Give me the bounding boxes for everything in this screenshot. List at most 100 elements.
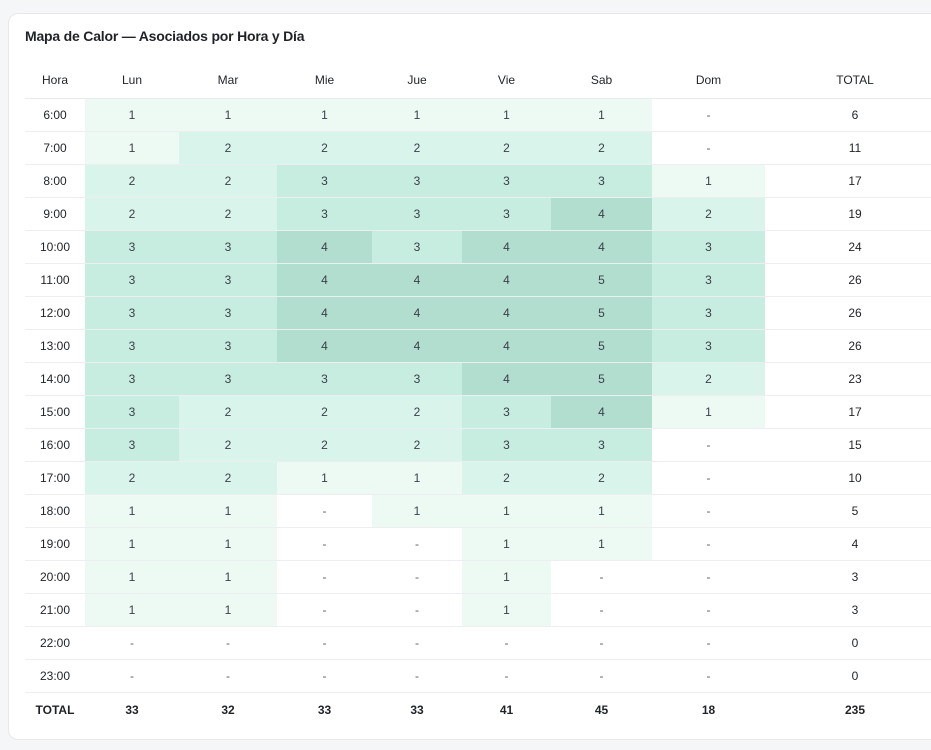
- heat-cell: 3: [85, 263, 179, 297]
- row-total: 15: [765, 428, 931, 462]
- column-total: 33: [125, 702, 139, 717]
- heat-cell: 3: [652, 263, 765, 297]
- heat-cell: 4: [462, 263, 551, 297]
- heat-cell: 4: [551, 230, 652, 264]
- table-row: 19:00 1 1- -1 1-4: [25, 527, 931, 561]
- table-row: 20:00 1 1- -1- -3: [25, 560, 931, 594]
- heat-cell: -: [652, 428, 765, 462]
- heat-cell: -: [652, 626, 765, 660]
- hour-label: 22:00: [25, 626, 85, 660]
- page-title: Mapa de Calor — Asociados por Hora y Día: [25, 28, 305, 44]
- heat-cell: 2: [179, 461, 277, 495]
- heat-cell: 3: [372, 230, 462, 264]
- table-row: 22:00- - - - - - -0: [25, 626, 931, 660]
- table-row: 12:00 3 3 4 4 4 5 3 26: [25, 296, 931, 330]
- hour-label: 15:00: [25, 395, 85, 429]
- heat-cell: 1: [85, 494, 179, 528]
- table-row: 8:00 2 2 3 3 3 3 1 17: [25, 164, 931, 198]
- heat-cell: 2: [85, 461, 179, 495]
- heat-cell: 2: [179, 164, 277, 198]
- heat-cell: -: [652, 494, 765, 528]
- heat-cell: -: [277, 659, 372, 693]
- heat-cell: 1: [179, 494, 277, 528]
- heat-cell: 2: [179, 131, 277, 165]
- table-row: 11:00 3 3 4 4 4 5 3 26: [25, 263, 931, 297]
- heat-cell: 2: [462, 461, 551, 495]
- heat-cell: 5: [551, 329, 652, 363]
- heat-cell: 2: [277, 395, 372, 429]
- heat-cell: 3: [462, 428, 551, 462]
- row-total: 23: [765, 362, 931, 396]
- column-total: 18: [701, 702, 716, 717]
- table-row: 7:00 1 2 2 2 2 2-11: [25, 131, 931, 165]
- heat-cell: 4: [462, 296, 551, 330]
- heatmap-card: Mapa de Calor — Asociados por Hora y Día…: [8, 13, 931, 740]
- heat-cell: 1: [462, 527, 551, 561]
- heat-cell: 4: [551, 395, 652, 429]
- heat-cell: 4: [277, 296, 372, 330]
- totals-row: TOTAL 33 32 33 33 41 45 18 235: [25, 693, 931, 727]
- heat-cell: 3: [652, 329, 765, 363]
- row-total: 0: [765, 626, 931, 660]
- heat-cell: -: [652, 131, 765, 165]
- heat-cell: -: [85, 659, 179, 693]
- heat-cell: 1: [462, 560, 551, 594]
- row-total: 26: [765, 329, 931, 363]
- heat-cell: -: [179, 659, 277, 693]
- row-total: 17: [765, 164, 931, 198]
- hour-header: Hora: [25, 61, 85, 99]
- heat-cell: 1: [551, 494, 652, 528]
- total-header: TOTAL: [765, 61, 931, 99]
- row-total: 6: [765, 98, 931, 132]
- heat-cell: -: [372, 527, 462, 561]
- heat-cell: 1: [652, 395, 765, 429]
- row-total: 3: [765, 560, 931, 594]
- heat-cell: 1: [85, 131, 179, 165]
- heat-cell: 4: [462, 329, 551, 363]
- heat-cell: 1: [277, 461, 372, 495]
- heat-cell: 1: [372, 494, 462, 528]
- day-header: Mie: [277, 61, 372, 99]
- heatmap-body: 6:00 1 1 1 1 1 1-6 7:00 1 2 2 2 2 2-11 8:00 2 2 3 3 3 3 1 17 9:…: [25, 98, 931, 727]
- heat-cell: -: [551, 626, 652, 660]
- row-total: 3: [765, 593, 931, 627]
- heat-cell: 4: [462, 362, 551, 396]
- heat-cell: 2: [85, 197, 179, 231]
- heat-cell: 1: [179, 98, 277, 132]
- day-header: Lun: [85, 61, 179, 99]
- heat-cell: 3: [85, 329, 179, 363]
- heat-cell: 3: [551, 428, 652, 462]
- heat-cell: -: [462, 659, 551, 693]
- heat-cell: 1: [372, 98, 462, 132]
- table-row: 18:00 1 1-1 1 1-5: [25, 494, 931, 528]
- heat-cell: -: [372, 560, 462, 594]
- hour-label: 9:00: [25, 197, 85, 231]
- heat-cell: 2: [277, 428, 372, 462]
- heat-cell: 2: [372, 395, 462, 429]
- heat-cell: 3: [85, 395, 179, 429]
- heat-cell: 3: [85, 230, 179, 264]
- column-total: 45: [594, 702, 609, 717]
- table-row: 17:00 2 2 1 1 2 2-10: [25, 461, 931, 495]
- hour-label: 17:00: [25, 461, 85, 495]
- day-header: Sab: [551, 61, 652, 99]
- heatmap-table: Hora Lun Mar Mie Jue Vie Sab Dom TOTAL 6…: [25, 61, 931, 726]
- heat-cell: -: [179, 626, 277, 660]
- heat-cell: 3: [652, 230, 765, 264]
- heat-cell: -: [277, 494, 372, 528]
- heat-cell: 5: [551, 362, 652, 396]
- grand-total: 235: [844, 702, 866, 717]
- heat-cell: -: [277, 626, 372, 660]
- day-header: Vie: [462, 61, 551, 99]
- heat-cell: 4: [372, 296, 462, 330]
- heat-cell: 1: [652, 164, 765, 198]
- row-total: 26: [765, 296, 931, 330]
- heat-cell: 3: [462, 197, 551, 231]
- heat-cell: -: [372, 593, 462, 627]
- heat-cell: -: [652, 461, 765, 495]
- heat-cell: 1: [179, 593, 277, 627]
- day-header: Dom: [652, 61, 765, 99]
- heat-cell: 1: [277, 98, 372, 132]
- row-total: 17: [765, 395, 931, 429]
- column-total: 33: [317, 702, 332, 717]
